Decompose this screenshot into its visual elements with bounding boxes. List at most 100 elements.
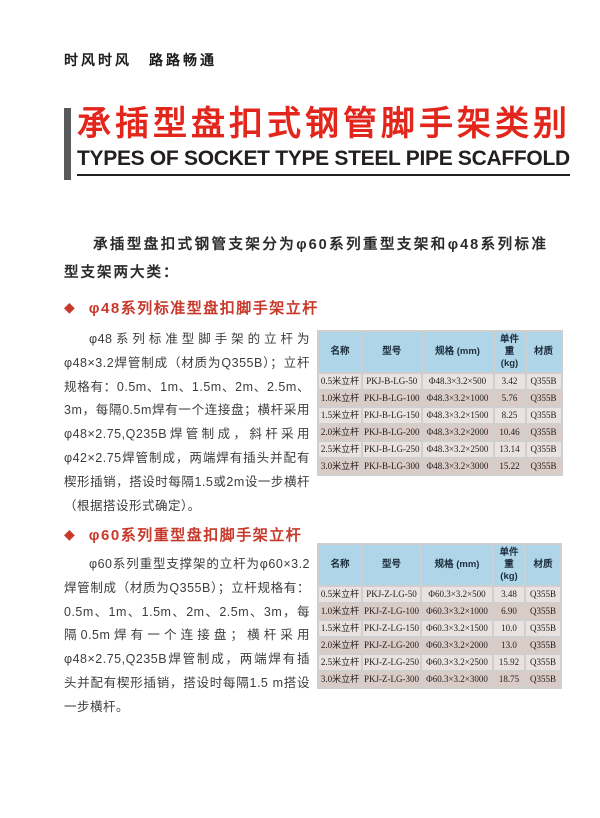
table-cell: Φ60.3×3.2×3000: [422, 672, 492, 687]
table-cell: Q355B: [526, 391, 561, 406]
table-cell: PKJ-B-LG-250: [363, 442, 421, 457]
table-cell: 10.46: [494, 425, 525, 440]
table-cell: 3.48: [494, 587, 524, 602]
table-row: 1.5米立杆 PKJ-Z-LG-150 Φ60.3×3.2×1500 10.0 Q355…: [319, 621, 560, 636]
table-cell: PKJ-B-LG-300: [363, 459, 421, 474]
table-cell: 15.22: [494, 459, 525, 474]
table-cell: Q355B: [526, 655, 560, 670]
table-cell: Q355B: [526, 459, 561, 474]
table-cell: PKJ-B-LG-50: [363, 374, 421, 389]
column-header-spec: 规格 (mm): [422, 332, 493, 372]
table-cell: Φ60.3×3.2×1500: [422, 621, 492, 636]
column-header-weight: 单件重 (kg): [494, 545, 524, 585]
table-cell: 3.42: [494, 374, 525, 389]
table-cell: 6.90: [494, 604, 524, 619]
table-cell: PKJ-B-LG-200: [363, 425, 421, 440]
table-cell: PKJ-B-LG-100: [363, 391, 421, 406]
intro-paragraph: 承插型盘扣式钢管支架分为φ60系列重型支架和φ48系列标准型支架两大类：: [64, 237, 548, 281]
table-cell: PKJ-Z-LG-50: [363, 587, 420, 602]
section-heading-label: φ60系列重型盘扣脚手架立杆: [88, 527, 303, 544]
page-title-english: TYPES OF SOCKET TYPE STEEL PIPE SCAFFOLD: [77, 146, 570, 176]
section-body-phi48: φ48系列标准型脚手架的立杆为φ48×3.2焊管制成（材质为Q355B）；立杆规…: [64, 332, 310, 513]
table-cell: 1.5米立杆: [319, 621, 361, 636]
table-cell: 1.0米立杆: [319, 391, 361, 406]
table-cell: 2.5米立杆: [319, 442, 361, 457]
table-cell: 15.92: [494, 655, 524, 670]
table-row: 2.0米立杆 PKJ-B-LG-200 Φ48.3×3.2×2000 10.46 Q35…: [319, 425, 561, 440]
table-row: 0.5米立杆 PKJ-B-LG-50 Φ48.3×3.2×500 3.42 Q355B: [319, 374, 561, 389]
table-cell: Φ60.3×3.2×1000: [422, 604, 492, 619]
table-cell: 2.0米立杆: [319, 425, 361, 440]
table-cell: Q355B: [526, 672, 560, 687]
table-cell: PKJ-Z-LG-200: [363, 638, 420, 653]
table-cell: Φ48.3×3.2×2500: [422, 442, 493, 457]
table-header-row: 名称 型号 规格 (mm) 单件重 (kg) 材质: [319, 332, 561, 372]
table-cell: 1.5米立杆: [319, 408, 361, 423]
table-cell: 1.0米立杆: [319, 604, 361, 619]
table-header-row: 名称 型号 规格 (mm) 单件重 (kg) 材质: [319, 545, 560, 585]
table-cell: 13.14: [494, 442, 525, 457]
column-header-weight: 单件重 (kg): [494, 332, 525, 372]
table-row: 2.0米立杆 PKJ-Z-LG-200 Φ60.3×3.2×2000 13.0 Q355…: [319, 638, 560, 653]
table-row: 2.5米立杆 PKJ-Z-LG-250 Φ60.3×3.2×2500 15.92 Q35…: [319, 655, 560, 670]
table-cell: 18.75: [494, 672, 524, 687]
table-cell: 2.0米立杆: [319, 638, 361, 653]
section-heading-phi60: ◆ φ60系列重型盘扣脚手架立杆: [64, 524, 302, 545]
table-row: 3.0米立杆 PKJ-Z-LG-300 Φ60.3×3.2×3000 18.75 Q35…: [319, 672, 560, 687]
table-cell: 2.5米立杆: [319, 655, 361, 670]
table-cell: Φ60.3×3.2×2500: [422, 655, 492, 670]
table-cell: Φ48.3×3.2×500: [422, 374, 493, 389]
table-cell: 3.0米立杆: [319, 459, 361, 474]
section-heading-phi48: ◆ φ48系列标准型盘扣脚手架立杆: [64, 297, 319, 318]
table-row: 1.0米立杆 PKJ-Z-LG-100 Φ60.3×3.2×1000 6.90 Q355…: [319, 604, 560, 619]
table-row: 1.5米立杆 PKJ-B-LG-150 Φ48.3×3.2×1500 8.25 Q355…: [319, 408, 561, 423]
table-row: 3.0米立杆 PKJ-B-LG-300 Φ48.3×3.2×3000 15.22 Q35…: [319, 459, 561, 474]
spec-table-phi60: 名称 型号 规格 (mm) 单件重 (kg) 材质 0.5米立杆 PKJ-Z-LG…: [317, 543, 562, 689]
table-cell: Q355B: [526, 638, 560, 653]
title-block: 承插型盘扣式钢管脚手架类别 TYPES OF SOCKET TYPE STEEL…: [64, 102, 571, 180]
table-cell: Q355B: [526, 408, 561, 423]
table-cell: 8.25: [494, 408, 525, 423]
spec-table-phi48: 名称 型号 规格 (mm) 单件重 (kg) 材质 0.5米立杆 PKJ-B-LG…: [317, 330, 563, 476]
diamond-icon: ◆: [64, 299, 75, 315]
table-cell: Q355B: [526, 621, 560, 636]
column-header-model: 型号: [363, 332, 421, 372]
table-row: 1.0米立杆 PKJ-B-LG-100 Φ48.3×3.2×1000 5.76 Q355…: [319, 391, 561, 406]
table-cell: Q355B: [526, 425, 561, 440]
table-cell: PKJ-B-LG-150: [363, 408, 421, 423]
column-header-name: 名称: [319, 545, 361, 585]
table-cell: 3.0米立杆: [319, 672, 361, 687]
column-header-spec: 规格 (mm): [422, 545, 492, 585]
table-cell: PKJ-Z-LG-250: [363, 655, 420, 670]
table-cell: Q355B: [526, 442, 561, 457]
column-header-name: 名称: [319, 332, 361, 372]
table-cell: 10.0: [494, 621, 524, 636]
table-row: 2.5米立杆 PKJ-B-LG-250 Φ48.3×3.2×2500 13.14 Q35…: [319, 442, 561, 457]
table-cell: 5.76: [494, 391, 525, 406]
title-accent-bar: [64, 108, 71, 180]
table-row: 0.5米立杆 PKJ-Z-LG-50 Φ60.3×3.2×500 3.48 Q355B: [319, 587, 560, 602]
table-cell: Φ60.3×3.2×2000: [422, 638, 492, 653]
table-cell: PKJ-Z-LG-150: [363, 621, 420, 636]
table-cell: Φ48.3×3.2×2000: [422, 425, 493, 440]
table-cell: Q355B: [526, 374, 561, 389]
section-heading-label: φ48系列标准型盘扣脚手架立杆: [88, 300, 319, 317]
page-title: 承插型盘扣式钢管脚手架类别: [77, 105, 571, 143]
table-cell: Φ48.3×3.2×1500: [422, 408, 493, 423]
table-cell: Q355B: [526, 587, 560, 602]
table-cell: PKJ-Z-LG-100: [363, 604, 420, 619]
column-header-material: 材质: [526, 545, 560, 585]
section-body-phi60: φ60系列重型支撑架的立杆为φ60×3.2焊管制成（材质为Q355B）；立杆规格…: [64, 557, 310, 714]
diamond-icon: ◆: [64, 526, 75, 542]
company-slogan: 时风时风 路路畅通: [64, 52, 217, 68]
table-cell: Φ60.3×3.2×500: [422, 587, 492, 602]
table-cell: Φ48.3×3.2×1000: [422, 391, 493, 406]
table-cell: 13.0: [494, 638, 524, 653]
column-header-model: 型号: [363, 545, 420, 585]
table-cell: Φ48.3×3.2×3000: [422, 459, 493, 474]
table-cell: PKJ-Z-LG-300: [363, 672, 420, 687]
column-header-material: 材质: [526, 332, 561, 372]
table-cell: Q355B: [526, 604, 560, 619]
table-cell: 0.5米立杆: [319, 374, 361, 389]
